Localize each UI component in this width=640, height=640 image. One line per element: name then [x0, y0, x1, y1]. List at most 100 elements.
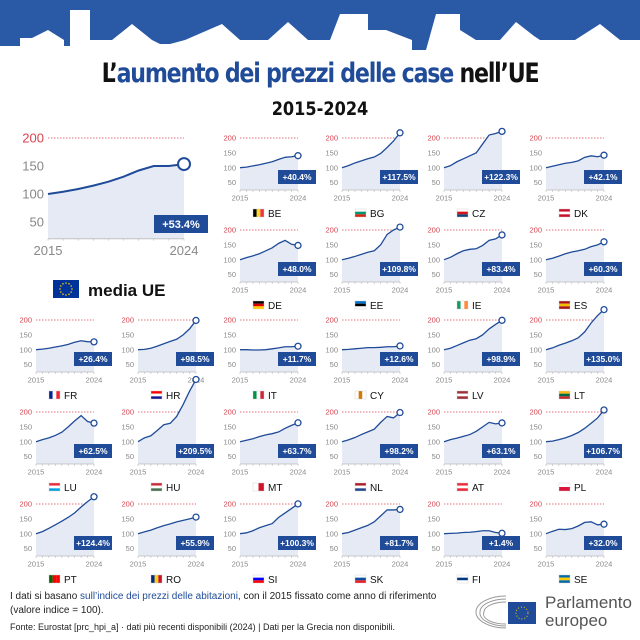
page-title: L’aumento dei prezzi delle case nell’UE [58, 58, 583, 89]
series-line [35, 496, 95, 535]
y-tick-label: 50 [330, 452, 338, 461]
series-line [240, 345, 299, 351]
flag-lu-icon-stripe [49, 488, 60, 491]
country-code-label: DE [268, 301, 282, 312]
y-tick-label: 150 [19, 330, 32, 339]
y-tick-label: 100 [529, 345, 542, 354]
change-badge [584, 352, 622, 366]
series-line [239, 155, 299, 169]
flag-ie-icon-stripe [460, 301, 465, 309]
flag-hr-icon-stripe [151, 391, 162, 394]
x-tick-label: 2024 [392, 559, 409, 568]
flag-ie-icon-stripe [464, 301, 468, 309]
flag-bg-icon-stripe [355, 214, 366, 217]
change-badge-label: +98.5% [180, 354, 210, 364]
hpi-link[interactable]: sull’indice dei prezzi delle abitazioni [80, 591, 238, 602]
change-badge [176, 444, 214, 458]
series-line [341, 508, 401, 535]
eu-flag-star [68, 293, 70, 295]
flag-fr-icon-border [48, 390, 61, 400]
y-tick-label: 150 [223, 514, 236, 523]
flag-fi-icon-stripe [457, 580, 468, 583]
note-text: I dati si basano [10, 591, 81, 602]
change-badge-label: +32.0% [588, 538, 618, 548]
x-tick-label: 2024 [494, 193, 511, 202]
series-line [341, 412, 401, 443]
x-tick-label: 2024 [596, 559, 613, 568]
country-chart-mt: 200 150 100 50 2015 2024 +63.7% MT [223, 408, 316, 494]
y-tick-label: 150 [427, 330, 440, 339]
country-code-label: BG [370, 209, 385, 220]
area-fill [138, 379, 196, 464]
change-badge [380, 352, 418, 366]
end-point-marker [90, 338, 98, 346]
flag-ro-icon-border [150, 574, 163, 584]
change-badge-label: +55.9% [180, 538, 210, 548]
change-badge [278, 262, 316, 276]
series-line [545, 309, 605, 351]
y-tick-label: 100 [529, 437, 542, 446]
country-chart-ee: 200 150 100 50 2015 2024 +109.8% EE [325, 223, 418, 312]
y-tick-label: 50 [432, 452, 440, 461]
country-code-label: NL [370, 483, 383, 494]
x-tick-label: 2024 [596, 285, 613, 294]
country-chart-ie: 200 150 100 50 2015 2024 +83.4% IE [427, 226, 520, 312]
y-tick-label: 200 [325, 408, 338, 417]
flag-pt-icon-stripe [56, 575, 60, 583]
country-code-label: BE [268, 209, 282, 220]
flag-pt-icon-stripe [52, 575, 57, 583]
flag-nl-icon-stripe [355, 485, 366, 489]
x-tick-label: 2024 [596, 467, 613, 476]
flag-cz-icon-stripe [457, 211, 468, 215]
y-tick-label: 100 [121, 345, 134, 354]
end-point-marker [396, 223, 404, 231]
flag-pt-icon-border [48, 574, 61, 584]
end-point-marker [90, 493, 98, 501]
eu-average-chart: 200 150 100 50 2015 2024 +53.4% media UE [22, 131, 208, 300]
y-tick-label: 200 [121, 408, 134, 417]
y-tick-label: 100 [19, 529, 32, 538]
title-part1: L’ [101, 58, 118, 89]
end-point-marker [498, 419, 506, 427]
y-tick-label: 200 [223, 226, 236, 235]
flag-si-icon-stripe [253, 580, 264, 583]
page-subtitle: 2015-2024 [271, 98, 369, 120]
y-tick-label: 200 [19, 500, 32, 509]
series-line [545, 521, 605, 535]
x-tick-label: 2024 [290, 467, 307, 476]
flag-bg-icon-border [354, 208, 367, 218]
flag-sk-icon-border [354, 574, 367, 584]
area-fill [48, 164, 184, 239]
flag-cy-icon-stripe [355, 391, 359, 399]
change-badge [278, 170, 316, 184]
country-code-label: HR [166, 391, 180, 402]
change-badge-label: +63.7% [282, 446, 312, 456]
end-point-marker [600, 520, 608, 528]
eu-flag-star [68, 283, 70, 285]
x-tick-label: 2015 [130, 375, 147, 384]
flag-de-icon-border [252, 300, 265, 310]
flag-de-icon-stripe [253, 306, 264, 309]
flag-lv-icon-stripe [457, 396, 468, 399]
country-chart-bg: 200 150 100 50 2015 2024 +117.5% BG [325, 129, 418, 220]
y-tick-label: 100 [19, 437, 32, 446]
country-code-label: SK [370, 575, 384, 586]
flag-cz-icon-stripe [457, 209, 468, 212]
flag-ee-icon-stripe [355, 303, 366, 307]
y-tick-label: 200 [529, 500, 542, 509]
change-badge-label: +98.2% [384, 446, 414, 456]
end-point-marker [294, 152, 302, 160]
y-tick-label: 150 [427, 240, 440, 249]
country-code-label: DK [574, 209, 588, 220]
eu-flag-star [65, 294, 67, 296]
x-tick-label: 2015 [232, 375, 249, 384]
series-line [443, 130, 503, 169]
flag-at-icon-stripe [457, 483, 468, 486]
y-tick-label: 50 [534, 452, 542, 461]
y-tick-label: 100 [529, 163, 542, 172]
y-tick-label: 100 [325, 255, 338, 264]
y-tick-label: 50 [534, 270, 542, 279]
y-tick-label: 50 [228, 452, 236, 461]
change-badge-label: +1.4% [489, 538, 514, 548]
flag-lu-icon-stripe [49, 485, 60, 489]
